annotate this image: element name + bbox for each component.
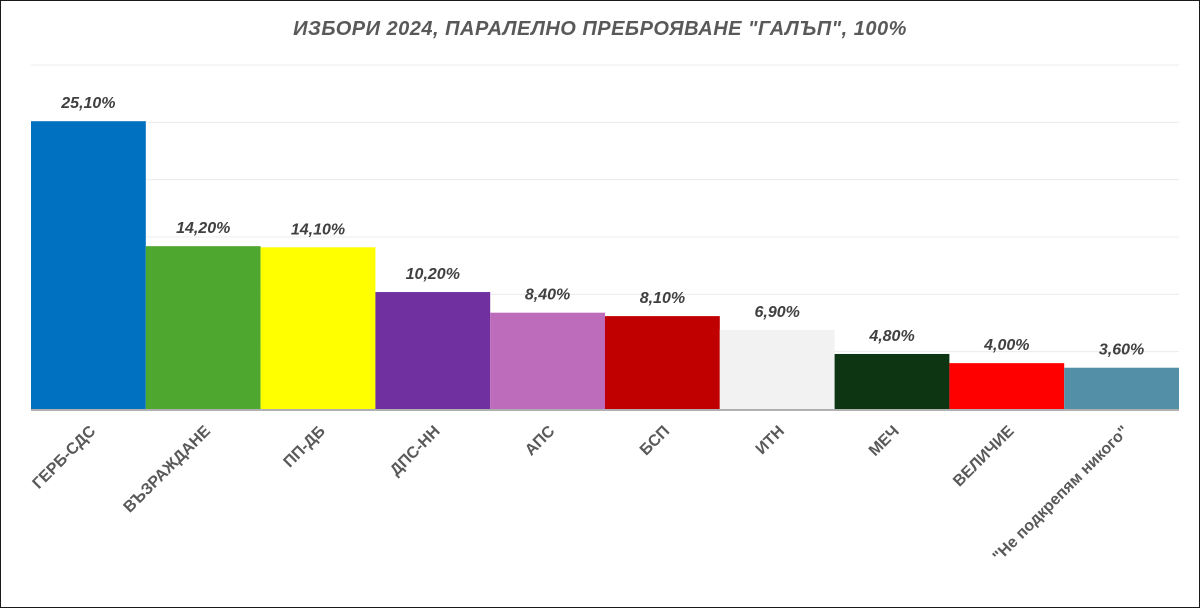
data-label: 4,80%: [868, 328, 914, 345]
bars: [31, 121, 1179, 409]
chart-title: ИЗБОРИ 2024, ПАРАЛЕЛНО ПРЕБРОЯВАНЕ "ГАЛЪ…: [293, 18, 907, 40]
bar: [719, 329, 835, 409]
data-label: 10,20%: [406, 266, 460, 283]
value-labels: 25,10% 14,20% 14,10% 10,20% 8,40% 8,10% 6,90% 4…: [60, 95, 1144, 359]
data-label: 25,10%: [60, 95, 115, 112]
bar: [145, 246, 261, 409]
data-label: 4,00%: [983, 337, 1029, 354]
category-labels: ГЕРБ-СДС ВЪЗРАЖДАНЕ ПП-ДБ ДПС-НН АПС БСП ИТН МЕ…: [30, 422, 1133, 565]
bar: [31, 121, 146, 409]
data-label: 14,20%: [176, 220, 230, 237]
bar: [375, 292, 491, 409]
x-tick-label: ИТН: [753, 423, 788, 458]
x-tick-label: ВЪЗРАЖДАНЕ: [121, 423, 215, 517]
data-label: 6,90%: [755, 304, 800, 321]
bar: [490, 312, 605, 409]
bar: [834, 353, 950, 409]
bar: [260, 247, 376, 409]
x-tick-label: АПС: [522, 422, 559, 459]
bar: [1064, 367, 1179, 409]
x-tick-label: ПП-ДБ: [281, 423, 329, 471]
data-label: 14,10%: [291, 221, 345, 238]
data-label: 8,10%: [640, 290, 685, 307]
bar: [605, 316, 720, 409]
x-tick-label: "Не подкрепям никого": [990, 423, 1133, 566]
data-label: 3,60%: [1099, 342, 1144, 359]
data-label: 8,40%: [525, 287, 570, 304]
bar: [949, 363, 1065, 409]
x-tick-label: ВЕЛИЧИЕ: [950, 423, 1018, 491]
x-tick-label: ГЕРБ-СДС: [30, 422, 100, 492]
x-tick-label: БСП: [637, 423, 673, 459]
x-tick-label: МЕЧ: [866, 423, 903, 460]
x-tick-label: ДПС-НН: [387, 423, 443, 479]
